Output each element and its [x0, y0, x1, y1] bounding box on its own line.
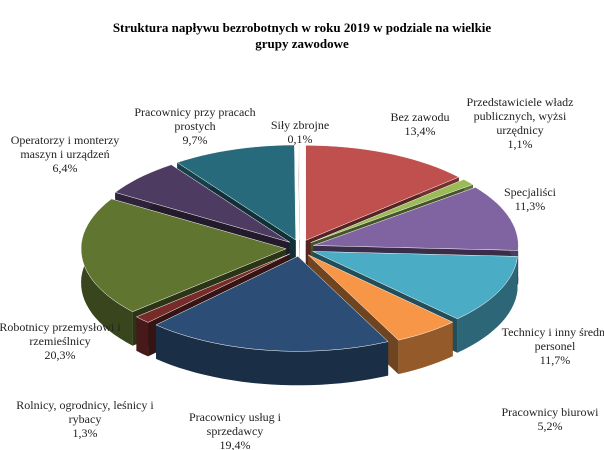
- category-label: Robotnicy przemysłowi i rzemieślnicy: [0, 320, 121, 348]
- slice-top: [80, 198, 287, 312]
- category-label: Operatorzy i monterzy maszyn i urządzeń: [10, 133, 120, 161]
- chart-title: Struktura napływu bezrobotnych w roku 20…: [112, 20, 492, 51]
- data-label: Technicy i inny średni personel 11,7%: [485, 325, 604, 367]
- slice-top: [312, 251, 518, 320]
- value-label: 1,1%: [507, 137, 533, 151]
- data-label: Bez zawodu 13,4%: [350, 110, 490, 138]
- category-label: Technicy i inny średni personel: [501, 325, 604, 353]
- slice-top: [135, 253, 291, 323]
- slice: [298, 144, 301, 274]
- slice-wall: [398, 322, 453, 375]
- category-label: Specjaliści: [504, 185, 556, 199]
- slice-top: [298, 144, 301, 240]
- value-label: 11,3%: [514, 199, 546, 213]
- value-label: 5,2%: [537, 419, 563, 433]
- slice-top: [313, 187, 519, 251]
- data-label: Przedstawiciele władz publicznych, wyżsi…: [450, 95, 590, 151]
- category-label: Pracownicy usług i sprzedawcy: [189, 410, 281, 438]
- data-label: Operatorzy i monterzy maszyn i urządzeń 6…: [0, 133, 135, 175]
- data-label: Robotnicy przemysłowi i rzemieślnicy 20,3…: [0, 320, 130, 362]
- value-label: 0,1%: [287, 132, 313, 146]
- slice-wall: [156, 324, 389, 386]
- value-label: 19,4%: [219, 438, 251, 450]
- category-label: Rolnicy, ogrodnicy, leśnicy i rybacy: [16, 398, 154, 426]
- category-label: Bez zawodu: [390, 110, 450, 124]
- slice-top: [305, 145, 460, 241]
- slice-top: [310, 179, 474, 243]
- slice-top: [307, 254, 454, 341]
- data-label: Siły zbrojne 0,1%: [230, 118, 370, 146]
- value-label: 20,3%: [44, 348, 76, 362]
- slice-top: [114, 164, 290, 243]
- slice-wall: [136, 316, 149, 357]
- slice-wall: [457, 256, 518, 353]
- category-label: Pracownicy przy pracach prostych: [134, 105, 256, 133]
- value-label: 11,7%: [539, 353, 571, 367]
- data-label: Specjaliści 11,3%: [460, 185, 600, 213]
- value-label: 6,4%: [52, 161, 78, 175]
- value-label: 1,3%: [72, 426, 98, 440]
- category-label: Siły zbrojne: [270, 118, 330, 132]
- slice-top: [155, 255, 389, 352]
- data-label: Pracownicy usług i sprzedawcy 19,4%: [165, 410, 305, 450]
- value-label: 13,4%: [404, 124, 436, 138]
- data-label: Pracownicy przy pracach prostych 9,7%: [125, 105, 265, 147]
- slice: [155, 255, 389, 386]
- category-label: Pracownicy biurowi: [501, 405, 599, 419]
- data-label: Rolnicy, ogrodnicy, leśnicy i rybacy 1,3%: [15, 398, 155, 440]
- category-label: Przedstawiciele władz publicznych, wyżsi…: [466, 95, 574, 137]
- value-label: 9,7%: [182, 133, 208, 147]
- slice-top: [176, 144, 296, 241]
- data-label: Pracownicy biurowi 5,2%: [480, 405, 604, 433]
